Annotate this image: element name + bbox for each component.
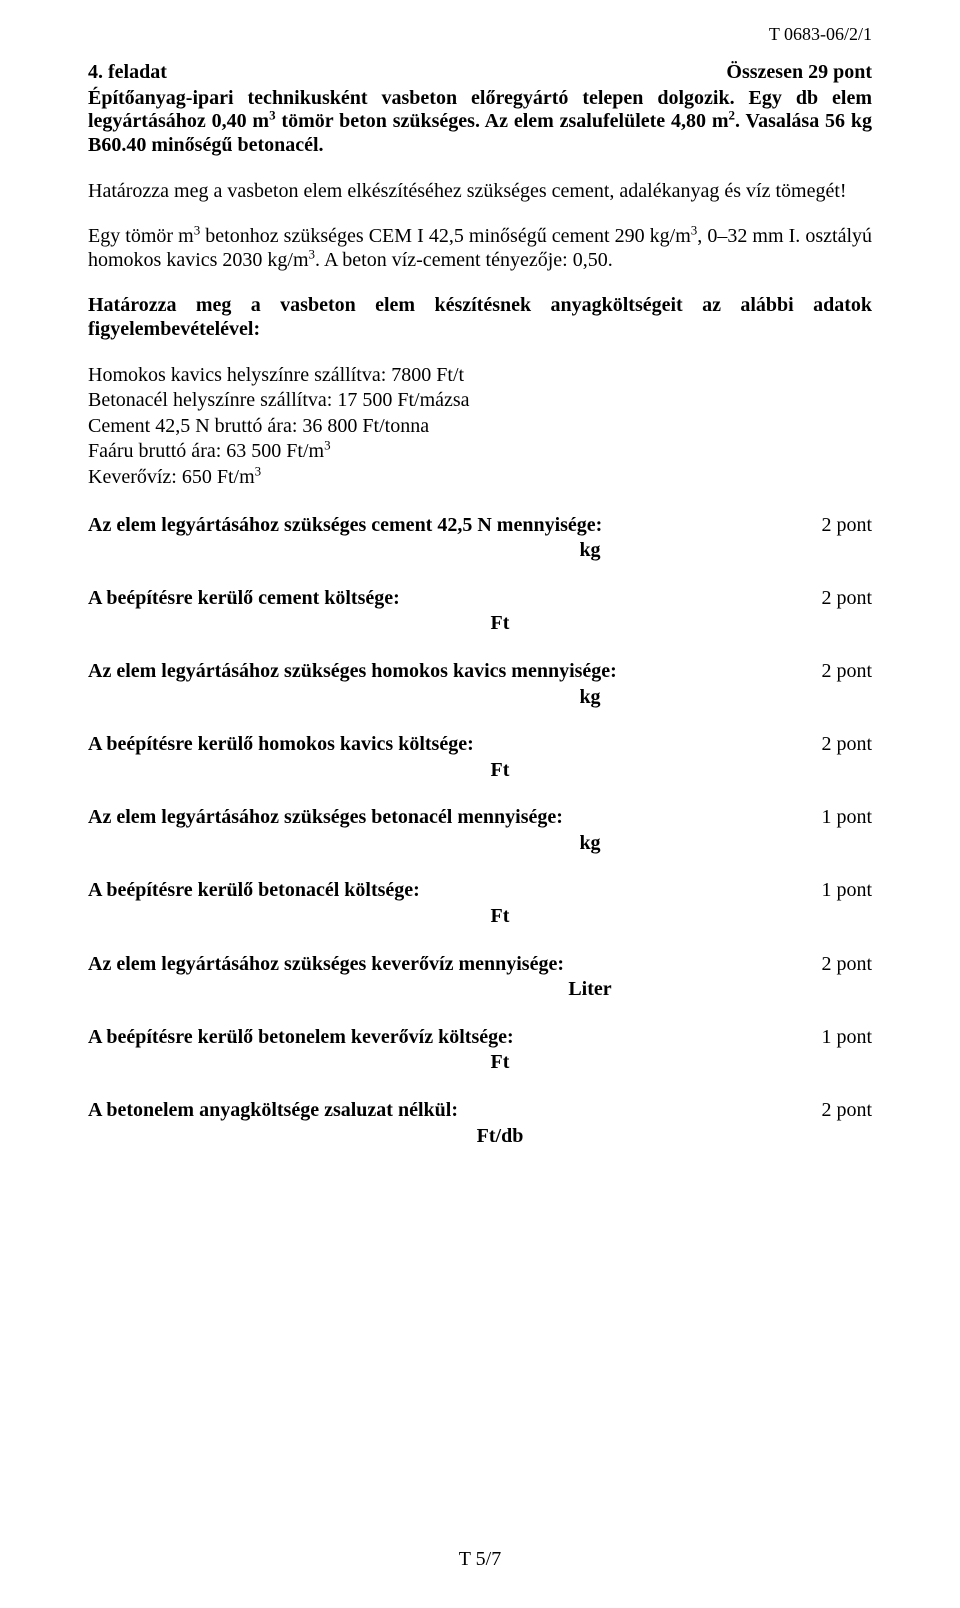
item-points: 2 pont: [801, 660, 872, 684]
item-unit: Ft/db: [88, 1125, 872, 1149]
question-item: A beépítésre kerülő cement költsége: 2 po…: [88, 587, 872, 636]
sup-icon: 3: [255, 463, 262, 478]
item-unit: kg: [88, 832, 872, 856]
item-row: A beépítésre kerülő homokos kavics költs…: [88, 733, 872, 757]
item-label: Az elem legyártásához szükséges betonacé…: [88, 806, 563, 830]
intro1b: tömör beton szükséges. Az elem zsalufelü…: [276, 110, 729, 132]
item-row: A beépítésre kerülő cement költsége: 2 po…: [88, 587, 872, 611]
item-points: 2 pont: [801, 514, 872, 538]
header-code: T 0683-06/2/1: [88, 24, 872, 45]
page: T 0683-06/2/1 4. feladat Összesen 29 pon…: [0, 0, 960, 1608]
items-container: Az elem legyártásához szükséges cement 4…: [88, 514, 872, 1149]
item-label: A beépítésre kerülő homokos kavics költs…: [88, 733, 474, 757]
question-item: Az elem legyártásához szükséges cement 4…: [88, 514, 872, 563]
item-unit: kg: [88, 539, 872, 563]
item-label: A betonelem anyagköltsége zsaluzat nélkü…: [88, 1099, 458, 1123]
total-points: Összesen 29 pont: [726, 61, 872, 85]
intro3d: . A beton víz-cement tényezője: 0,50.: [315, 249, 613, 271]
item-unit: Ft: [88, 612, 872, 636]
item-unit: Liter: [88, 978, 872, 1002]
item-label: A beépítésre kerülő cement költsége:: [88, 587, 400, 611]
title-row: 4. feladat Összesen 29 pont: [88, 61, 872, 85]
item-label: A beépítésre kerülő betonelem keverővíz …: [88, 1026, 514, 1050]
task-label: 4. feladat: [88, 61, 167, 85]
data-line: Betonacél helyszínre szállítva: 17 500 F…: [88, 389, 872, 413]
item-points: 2 pont: [801, 587, 872, 611]
item-label: Az elem legyártásához szükséges cement 4…: [88, 514, 602, 538]
question-item: A betonelem anyagköltsége zsaluzat nélkü…: [88, 1099, 872, 1148]
item-label: Az elem legyártásához szükséges keverőví…: [88, 953, 564, 977]
intro-paragraph-2: Határozza meg a vasbeton elem elkészítés…: [88, 180, 872, 204]
intro3b: betonhoz szükséges CEM I 42,5 minőségű c…: [200, 225, 691, 247]
intro-paragraph-4: Határozza meg a vasbeton elem készítésne…: [88, 294, 872, 341]
d4a: Faáru bruttó ára: 63 500 Ft/m: [88, 440, 324, 462]
sup-icon: 3: [324, 438, 331, 453]
item-row: Az elem legyártásához szükséges cement 4…: [88, 514, 872, 538]
item-row: A beépítésre kerülő betonelem keverővíz …: [88, 1026, 872, 1050]
item-unit: Ft: [88, 1051, 872, 1075]
question-item: Az elem legyártásához szükséges homokos …: [88, 660, 872, 709]
item-label: Az elem legyártásához szükséges homokos …: [88, 660, 617, 684]
data-line: Faáru bruttó ára: 63 500 Ft/m3: [88, 440, 872, 464]
question-item: Az elem legyártásához szükséges keverőví…: [88, 953, 872, 1002]
item-unit: Ft: [88, 905, 872, 929]
item-row: A beépítésre kerülő betonacél költsége: 1…: [88, 879, 872, 903]
item-points: 1 pont: [801, 879, 872, 903]
item-unit: kg: [88, 686, 872, 710]
question-item: A beépítésre kerülő betonelem keverővíz …: [88, 1026, 872, 1075]
item-points: 2 pont: [801, 733, 872, 757]
intro3a: Egy tömör m: [88, 225, 194, 247]
item-row: Az elem legyártásához szükséges homokos …: [88, 660, 872, 684]
item-row: Az elem legyártásához szükséges keverőví…: [88, 953, 872, 977]
item-points: 2 pont: [801, 1099, 872, 1123]
item-row: A betonelem anyagköltsége zsaluzat nélkü…: [88, 1099, 872, 1123]
question-item: A beépítésre kerülő betonacél költsége: 1…: [88, 879, 872, 928]
question-item: Az elem legyártásához szükséges betonacé…: [88, 806, 872, 855]
item-points: 1 pont: [801, 806, 872, 830]
data-list: Homokos kavics helyszínre szállítva: 780…: [88, 364, 872, 490]
item-unit: Ft: [88, 759, 872, 783]
intro-paragraph-1: Építőanyag-ipari technikusként vasbeton …: [88, 87, 872, 158]
item-row: Az elem legyártásához szükséges betonacé…: [88, 806, 872, 830]
page-footer: T 5/7: [0, 1548, 960, 1572]
data-line: Cement 42,5 N bruttó ára: 36 800 Ft/tonn…: [88, 415, 872, 439]
data-line: Keverővíz: 650 Ft/m3: [88, 466, 872, 490]
question-item: A beépítésre kerülő homokos kavics költs…: [88, 733, 872, 782]
intro-paragraph-3: Egy tömör m3 betonhoz szükséges CEM I 42…: [88, 225, 872, 272]
item-points: 1 pont: [801, 1026, 872, 1050]
item-points: 2 pont: [801, 953, 872, 977]
item-label: A beépítésre kerülő betonacél költsége:: [88, 879, 420, 903]
data-line: Homokos kavics helyszínre szállítva: 780…: [88, 364, 872, 388]
d5a: Keverővíz: 650 Ft/m: [88, 466, 255, 488]
